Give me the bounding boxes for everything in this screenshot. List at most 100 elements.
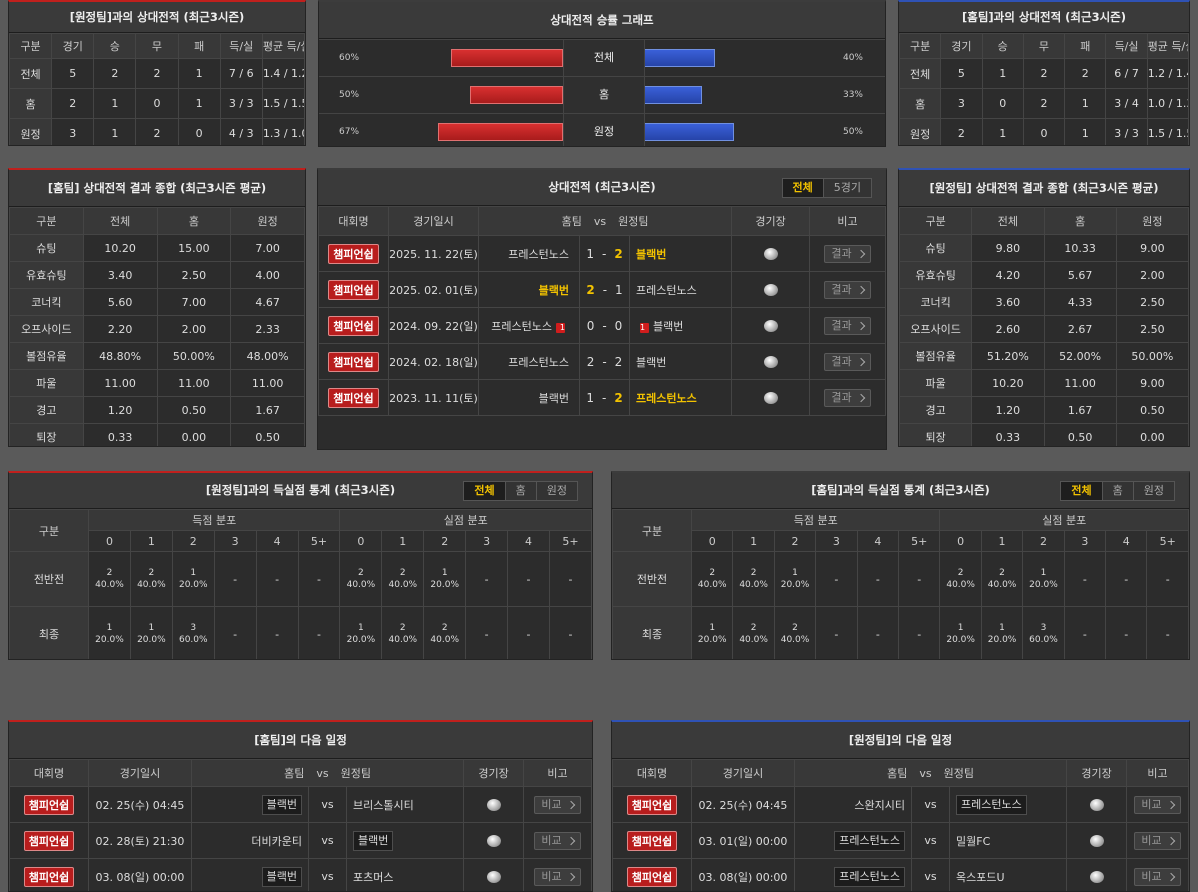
cell: 포츠머스: [345, 858, 465, 891]
column-header: 홈: [156, 207, 232, 235]
count: 3: [1040, 623, 1047, 633]
cell: 2.00: [1115, 261, 1189, 289]
percent: 20.0%: [987, 635, 1017, 645]
count: 2: [106, 568, 113, 578]
tab[interactable]: 홈: [504, 481, 536, 500]
cell: 2.50: [1115, 288, 1189, 316]
column-header: 비고: [1126, 759, 1189, 787]
row: 전반전 2 40.0% 2 40.0% 1 20.0% - - -2 40.0% 2 40.0% 1 20.…: [9, 551, 592, 607]
percent: 20.0%: [430, 580, 459, 590]
tab[interactable]: 원정: [535, 481, 577, 500]
result-button[interactable]: 결과: [824, 388, 871, 407]
cell: 챔피언쉽: [318, 379, 389, 416]
row: 유효슈팅 4.20 5.67 2.00: [899, 261, 1189, 289]
tab[interactable]: 전체: [1061, 481, 1102, 500]
home-team: 블랙번: [538, 391, 569, 405]
cell: 최종: [9, 606, 89, 659]
tab[interactable]: 전체: [782, 178, 823, 197]
home-rate-bar: [470, 86, 563, 104]
percent: 20.0%: [1029, 580, 1058, 590]
cell: -: [465, 551, 509, 607]
compare-button[interactable]: 비교: [534, 867, 581, 886]
cell: 3 60.0%: [171, 606, 215, 659]
cell: -: [548, 551, 592, 607]
column-header: 경기일시: [691, 759, 795, 787]
bucket-header: 5+: [548, 530, 592, 552]
stadium-icon: [763, 248, 778, 260]
home-side: 67%: [319, 114, 563, 146]
count: 1: [358, 623, 364, 633]
away-rate-bar: [641, 86, 703, 104]
column-header: 비고: [523, 759, 592, 787]
tab[interactable]: 5경기: [822, 178, 871, 197]
away-score: 1: [615, 282, 623, 297]
result-button[interactable]: 결과: [824, 316, 871, 335]
column-header: 전체: [82, 207, 158, 235]
compare-button[interactable]: 비교: [1134, 795, 1181, 814]
panel-title: [원정팀]과의 상대전적 (최근3시즌): [9, 2, 305, 33]
panel: [원정팀]의 다음 일정 대회명 경기일시 홈팀 vs 원정팀 경기장 비고 챔피언쉽 02. 2…: [611, 720, 1190, 892]
stadium-icon: [1089, 871, 1104, 883]
result-button[interactable]: 결과: [824, 244, 871, 263]
away-team: 포츠머스: [353, 870, 394, 884]
league-badge: 챔피언쉽: [328, 351, 379, 372]
cell: 9.00: [1115, 369, 1189, 397]
away-team: 프레스턴노스: [636, 391, 697, 405]
column-header: 평균 득/실: [261, 33, 305, 59]
tab[interactable]: 원정: [1132, 481, 1174, 500]
panel: 상대전적 승률 그래프 60% 40% 전체 50% 33% 홈 67% 50% 원정: [318, 0, 886, 147]
bucket-header: 5+: [1146, 530, 1189, 552]
cell: 2.67: [1043, 315, 1117, 343]
cell: 0-0: [579, 307, 630, 344]
result-button[interactable]: 결과: [824, 352, 871, 371]
away-rate-label: 33%: [842, 90, 863, 100]
home-team: 프레스턴노스: [508, 355, 569, 369]
column-header: 평균 득/실: [1146, 33, 1189, 59]
cell: 2.60: [971, 315, 1045, 343]
cell: 결과: [809, 379, 886, 416]
panel-title-text: [홈팀]과의 득실점 통계 (최근3시즌): [811, 483, 990, 497]
cell: 48.80%: [82, 342, 158, 370]
compare-button[interactable]: 비교: [1134, 867, 1181, 886]
cell: 11.00: [230, 369, 305, 397]
column-header-text: vs: [316, 767, 329, 780]
header-row: 구분 득점 분포 실점 분포: [612, 509, 1189, 552]
away-team: 블랙번: [636, 247, 667, 261]
cell: 비교: [1126, 786, 1189, 823]
cell: 2 40.0%: [732, 606, 775, 659]
compare-button[interactable]: 비교: [534, 795, 581, 814]
tab[interactable]: 홈: [1101, 481, 1133, 500]
cell: 챔피언쉽: [318, 307, 389, 344]
column-header: 비고: [809, 206, 886, 236]
cell: 02. 28(토) 21:30: [88, 822, 192, 859]
bucket-header: 4: [507, 530, 550, 552]
away-team: 블랙번: [653, 319, 684, 333]
row: 챔피언쉽 03. 01(일) 00:00 프레스턴노스 vs 밀월FC 비교: [612, 822, 1189, 859]
home-rate-bar: [438, 123, 563, 141]
cell: 오프사이드: [9, 315, 84, 343]
column-header: 홈: [1043, 207, 1117, 235]
percent: 40.0%: [95, 580, 124, 590]
cell: 볼점유율: [899, 342, 973, 370]
graph-row: 67% 50% 원정: [319, 113, 885, 146]
compare-button[interactable]: 비교: [1134, 831, 1181, 850]
cell: 1: [93, 118, 137, 145]
cell: 결과: [809, 343, 886, 380]
cell: 1 20.0%: [129, 606, 173, 659]
panel: [홈팀]과의 득실점 통계 (최근3시즌) 전체 홈 원정 구분 득점 분포 실점 분포 0 1…: [611, 471, 1190, 660]
compare-button[interactable]: 비교: [534, 831, 581, 850]
cell: 결과: [809, 235, 886, 272]
cell: 1.5 / 1.5: [261, 88, 305, 119]
count: 2: [709, 568, 716, 578]
tab[interactable]: 전체: [464, 481, 505, 500]
cell: 1: [981, 118, 1024, 145]
home-side: 50%: [319, 77, 563, 113]
result-button[interactable]: 결과: [824, 280, 871, 299]
row: 챔피언쉽 02. 28(토) 21:30 더비카운티 vs 블랙번 비교: [9, 822, 592, 859]
row: 최종 1 20.0% 2 40.0% 2 40.0% - - -1 20.0% 1 20.0% 3 60.0…: [612, 606, 1189, 659]
cell: -: [548, 606, 592, 659]
row-label: 전체: [563, 40, 645, 76]
column-header: 무: [135, 33, 179, 59]
